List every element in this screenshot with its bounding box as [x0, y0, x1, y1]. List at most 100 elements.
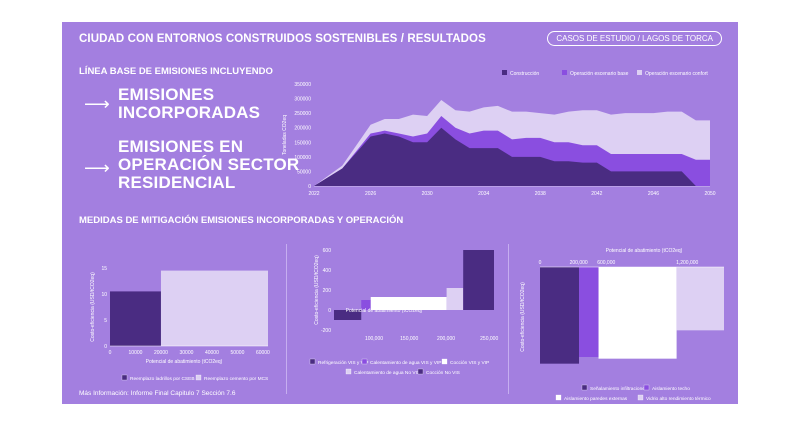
legend-label: Aislamiento paredes externas: [564, 396, 628, 402]
legend-label: Cocción No VIS: [426, 370, 460, 376]
legend-label: Vidrio alto rendimiento térmico: [646, 396, 711, 402]
bar: [598, 267, 677, 359]
page-title: CIUDAD CON ENTORNOS CONSTRUIDOS SOSTENIB…: [79, 33, 486, 45]
x-tick-label: 2046: [648, 191, 659, 197]
emissions-area-chart: Construcción Operación escenario base Oper…: [282, 70, 716, 197]
legend-label: Construcción: [510, 71, 539, 77]
x-tick-label: 100,000: [365, 336, 383, 342]
operation-emissions-line2: OPERACIÓN SECTOR: [118, 155, 300, 174]
legend-label: Calentamiento de agua VIS y VIP: [370, 360, 441, 366]
baseline-subtitle: LÍNEA BASE DE EMISIONES INCLUYENDO: [79, 66, 273, 77]
y-axis-label: Costo-eficiencia (USD/tCO2eq): [520, 282, 526, 352]
y-tick-label: 200000: [294, 126, 311, 132]
legend-label: Refrigeración VIS y VIP: [318, 360, 368, 366]
x-tick-label: 200,000: [437, 336, 455, 342]
x-tick-label: 150,000: [400, 336, 418, 342]
y-tick-label: 0: [104, 344, 107, 350]
bar: [370, 297, 447, 310]
y-axis-label: Costo-eficiencia (USD/tCO2eq): [314, 255, 320, 325]
bar: [110, 291, 161, 346]
legend-swatch: [361, 358, 368, 365]
x-tick-label: 2034: [478, 191, 489, 197]
case-study-badge[interactable]: CASOS DE ESTUDIO / LAGOS DE TORCA: [547, 31, 722, 46]
legend-label: Cocción VIS y VIP: [450, 360, 489, 366]
residential-mac-chart: -200 0 200 400 600 100,000 150,000 200,000 250,0…: [309, 248, 498, 376]
divider: [286, 244, 287, 394]
x-tick-label: 2030: [422, 191, 433, 197]
arrow-right-icon: ⟶: [84, 158, 110, 178]
y-tick-label: 300000: [294, 97, 311, 103]
y-tick-label: 350000: [294, 82, 311, 88]
bar: [446, 288, 464, 310]
bar: [676, 267, 724, 331]
x-tick-label: 2042: [591, 191, 602, 197]
bar: [160, 270, 268, 346]
x-tick-label: 0: [539, 260, 542, 266]
x-tick-label: 20000: [154, 350, 168, 356]
materials-mac-chart: 0 5 10 15 0 10000 20000 30000 40000 50000 60000 Pot…: [90, 266, 270, 382]
x-tick-label: 200,000: [570, 260, 588, 266]
x-tick-label: 2050: [704, 191, 715, 197]
x-tick-label: 40000: [205, 350, 219, 356]
operation-emissions-line1: EMISIONES EN: [118, 137, 244, 156]
bar: [540, 267, 580, 364]
y-tick-label: 400: [323, 268, 332, 274]
x-tick-label: 30000: [179, 350, 193, 356]
y-axis-label: Costo-eficiencia (USD/tCO2eq): [90, 272, 96, 342]
arrow-right-icon: ⟶: [84, 94, 110, 114]
legend-swatch: [195, 374, 202, 381]
x-tick-label: 2026: [365, 191, 376, 197]
bar: [334, 310, 362, 320]
y-tick-label: -200: [321, 328, 331, 334]
x-axis-label: Potencial de abatimiento (tCO2eq): [346, 308, 423, 314]
legend-swatch: [502, 70, 507, 75]
x-tick-label: 0: [109, 350, 112, 356]
legend-swatch: [121, 374, 128, 381]
footer-note: Más Información: Informe Final Capitulo …: [79, 390, 236, 397]
x-tick-label: 2022: [308, 191, 319, 197]
legend-swatch: [637, 394, 644, 401]
legend-label: Señalamiento infiltraciones: [590, 386, 648, 392]
operation-emissions-line3: RESIDENCIAL: [118, 173, 236, 192]
legend-swatch: [309, 358, 316, 365]
legend-label: Calentamiento de agua No VIS: [354, 370, 420, 376]
y-tick-label: 100000: [294, 155, 311, 161]
y-tick-label: 50000: [297, 169, 311, 175]
x-tick-label: 1,200,000: [676, 260, 698, 266]
legend-swatch: [345, 368, 352, 375]
legend-label: Reemplazo ladrillos por CSEB: [130, 376, 195, 382]
envelope-mac-chart: 0 200,000 600,000 1,200,000 Potencial de aba…: [520, 248, 724, 402]
x-tick-label: 250,000: [480, 336, 498, 342]
incorporated-emissions-line1: EMISIONES: [118, 85, 215, 104]
y-axis-label: Toneladas CO2eq: [282, 115, 288, 155]
legend-label: Reemplazo cemento por MCS: [204, 376, 268, 382]
legend-label: Aislamiento techo: [652, 386, 690, 392]
bar: [361, 300, 371, 310]
legend-swatch: [555, 394, 562, 401]
x-tick-label: 60000: [256, 350, 270, 356]
y-tick-label: 150000: [294, 140, 311, 146]
mitigation-subtitle: MEDIDAS DE MITIGACIÓN EMISIONES INCORPOR…: [79, 215, 404, 226]
legend-label: Operación escenario base: [570, 71, 629, 77]
incorporated-emissions-line2: INCORPORADAS: [118, 103, 261, 122]
legend-swatch: [581, 384, 588, 391]
x-tick-label: 2038: [535, 191, 546, 197]
y-tick-label: 600: [323, 248, 332, 254]
x-tick-label: 50000: [230, 350, 244, 356]
legend-swatch: [441, 358, 448, 365]
legend-swatch: [643, 384, 650, 391]
x-axis-label: Potencial de abatimiento (tCO2eq): [606, 248, 683, 254]
y-tick-label: 10: [101, 292, 107, 298]
x-tick-label: 10000: [129, 350, 143, 356]
x-tick-label: 600,000: [597, 260, 615, 266]
y-tick-label: 5: [104, 318, 107, 324]
legend-swatch: [417, 368, 424, 375]
legend-swatch: [637, 70, 642, 75]
x-axis-label: Potencial de abatimiento (tCO2eq): [146, 359, 223, 365]
legend-label: Operación escenario confort: [645, 71, 708, 77]
y-tick-label: 200: [323, 288, 332, 294]
y-tick-label: 250000: [294, 111, 311, 117]
y-tick-label: 15: [101, 266, 107, 272]
bar: [579, 267, 599, 357]
legend-swatch: [562, 70, 567, 75]
